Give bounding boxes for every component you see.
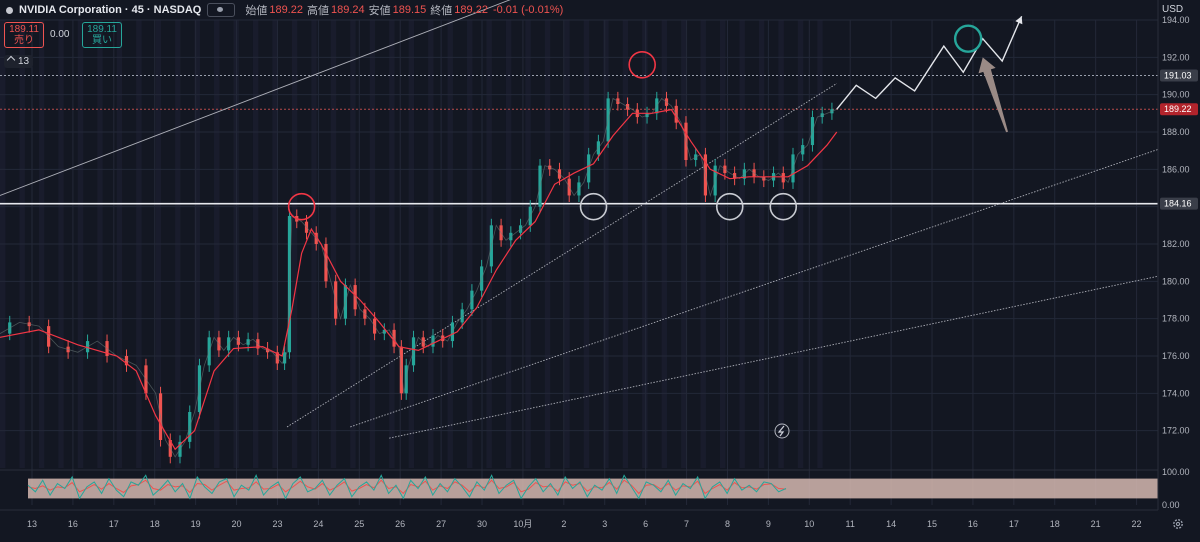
price-tick-label: 190.00: [1162, 90, 1190, 100]
time-tick-label: 20: [232, 519, 242, 529]
chart-legend: NVIDIA Corporation · 45 · NASDAQ 始値 189.2…: [0, 0, 563, 20]
time-tick-label: 17: [109, 519, 119, 529]
time-tick-label: 2: [561, 519, 566, 529]
sell-price: 189.11: [9, 24, 39, 35]
time-tick-label: 11: [846, 519, 855, 529]
time-tick-label: 16: [68, 519, 78, 529]
time-tick-label: 24: [313, 519, 323, 529]
price-tick-label: 192.00: [1162, 52, 1190, 62]
low-value: 189.15: [392, 4, 427, 16]
indicators-toggle[interactable]: 13: [4, 55, 34, 68]
trendline: [0, 0, 511, 196]
close-value: 189.22: [454, 4, 488, 16]
highlight-circle-white: [769, 192, 798, 221]
time-tick-label: 8: [725, 519, 730, 529]
price-label-text: 189.22: [1164, 104, 1192, 114]
time-tick-label: 9: [766, 519, 771, 529]
highlight-circle-white: [579, 192, 608, 221]
projection-path: [836, 15, 1023, 110]
time-tick-label: 30: [477, 519, 487, 529]
price-label-text: 191.03: [1164, 70, 1192, 80]
symbol-title[interactable]: NVIDIA Corporation · 45 · NASDAQ: [19, 4, 202, 16]
price-tick-label: 174.00: [1162, 388, 1190, 398]
time-tick-label: 26: [395, 519, 405, 529]
gear-icon[interactable]: [1172, 518, 1184, 530]
lightning-icon: [774, 423, 790, 439]
time-tick-label: 27: [436, 519, 446, 529]
eye-icon[interactable]: [207, 3, 236, 17]
trendline: [350, 139, 1188, 428]
time-tick-label: 15: [927, 519, 937, 529]
price-line: [0, 97, 837, 458]
buy-price: 189.11: [87, 24, 117, 35]
open-value: 189.22: [269, 4, 303, 16]
price-tick-label: 178.00: [1162, 314, 1190, 324]
price-tick-label: 176.00: [1162, 351, 1190, 361]
time-tick-label: 16: [968, 519, 978, 529]
close-label: 終値: [430, 5, 453, 17]
time-tick-label: 13: [27, 519, 37, 529]
stochastic-k-line: [27, 474, 787, 500]
sell-label: 売り: [14, 35, 34, 46]
time-tick-label: 18: [1050, 519, 1060, 529]
price-label-tag: [1160, 103, 1198, 116]
symbol-logo-icon: [6, 6, 13, 14]
stochastic-tick-label: 100.00: [1162, 467, 1190, 477]
price-label-tag: [1160, 197, 1198, 210]
moving-average-line: [0, 108, 838, 451]
highlight-circle-green: [953, 24, 983, 53]
time-tick-label: 7: [684, 519, 689, 529]
highlight-circle-white: [715, 192, 744, 221]
price-tick-label: 182.00: [1162, 239, 1190, 249]
price-tick-label: 188.00: [1162, 127, 1190, 137]
time-tick-label: 21: [1091, 519, 1101, 529]
highlight-circle-red: [287, 192, 316, 221]
time-tick-label: 6: [643, 519, 648, 529]
time-tick-label: 10: [804, 519, 814, 529]
time-tick-label: 18: [150, 519, 160, 529]
buy-label: 買い: [92, 35, 112, 46]
time-tick-label: 19: [191, 519, 201, 529]
spread-value: 0.00: [50, 29, 70, 40]
projection-arrowhead: [1015, 16, 1023, 25]
lightning-icon-bolt: [777, 425, 785, 437]
buy-button[interactable]: 189.11 買い: [82, 22, 122, 48]
open-label: 始値: [245, 5, 268, 17]
trendline: [286, 83, 838, 428]
chevron-up-icon: [6, 55, 16, 65]
sell-button[interactable]: 189.11 売り: [4, 22, 44, 48]
highlight-circle-red: [628, 51, 656, 79]
low-label: 安値: [368, 5, 391, 17]
indicator-count: 13: [18, 56, 30, 67]
time-tick-label: 22: [1132, 519, 1142, 529]
price-tick-label: 186.00: [1162, 164, 1190, 174]
change-value: -0.01 (-0.01%): [492, 4, 564, 16]
price-tick-label: 194.00: [1162, 15, 1190, 25]
time-tick-label: 10月: [513, 519, 532, 529]
stochastic-tick-label: 0.00: [1162, 500, 1180, 510]
price-axis-panel: [1158, 0, 1200, 537]
time-tick-label: 14: [886, 519, 896, 529]
lightning-icon-ring: [774, 423, 790, 439]
price-tick-label: 172.00: [1162, 426, 1190, 436]
high-label: 高値: [306, 5, 329, 17]
price-label-text: 184.16: [1164, 199, 1192, 209]
time-tick-label: 17: [1009, 519, 1019, 529]
high-value: 189.24: [330, 4, 365, 16]
price-label-tag: [1160, 69, 1198, 82]
time-tick-label: 23: [272, 519, 282, 529]
time-tick-label: 25: [354, 519, 364, 529]
currency-label[interactable]: USD: [1162, 4, 1184, 15]
time-tick-label: 3: [602, 519, 607, 529]
price-tick-label: 180.00: [1162, 276, 1190, 286]
direction-arrow: [978, 57, 1009, 133]
trendline: [389, 269, 1188, 439]
